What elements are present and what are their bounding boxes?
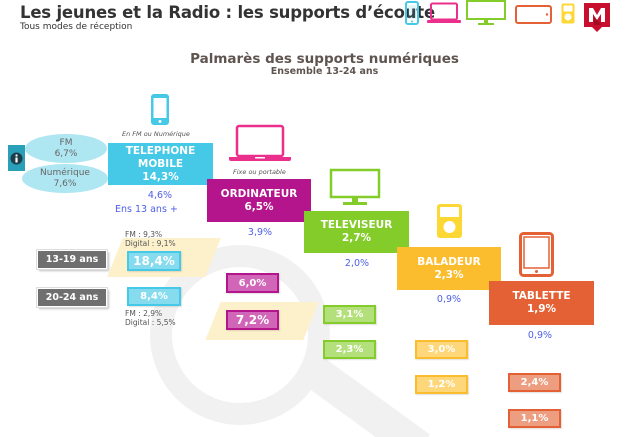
baladeur-box: BALADEUR 2,3% <box>397 247 501 290</box>
chart-subtitle: Ensemble 13-24 ans <box>270 66 379 77</box>
ordinateur-13-19-value: 6,0% <box>226 273 279 293</box>
tablette-ens13-value: 0,9% <box>527 330 553 341</box>
ordinateur-label: ORDINATEUR <box>220 187 298 200</box>
baladeur-label: BALADEUR <box>417 255 481 268</box>
magnifier-handle-shape <box>305 358 431 437</box>
ordinateur-ens13-value: 3,9% <box>247 227 273 238</box>
smartphone-icon <box>151 94 169 125</box>
fm-oval: FM 6,7% <box>25 134 107 163</box>
telephone-1319-fm: FM : 9,3% <box>125 230 163 239</box>
tablet-icon <box>519 232 554 277</box>
telephone-mobile-box: TELEPHONE MOBILE 14,3% <box>108 143 213 185</box>
age-group-13-19: 13-19 ans <box>36 249 108 270</box>
ordinateur-value: 6,5% <box>244 200 274 213</box>
tablette-20-24-value: 1,1% <box>508 409 561 428</box>
baladeur-20-24-value: 1,2% <box>415 375 468 394</box>
telephone-label-1: TELEPHONE <box>125 144 196 157</box>
age-group-20-24: 20-24 ans <box>36 287 108 308</box>
brand-logo-m <box>584 3 610 32</box>
telephone-2024-digital: Digital : 5,5% <box>125 318 176 327</box>
baladeur-13-19-value: 3,0% <box>415 340 468 359</box>
telephone-1319-digital: Digital : 9,1% <box>125 239 176 248</box>
telephone-value: 14,3% <box>142 170 179 183</box>
ordinateur-caption: Fixe ou portable <box>233 168 286 176</box>
tablet-landscape-icon <box>515 5 552 24</box>
monitor-icon <box>329 168 381 205</box>
telephone-label-2: MOBILE <box>137 157 184 170</box>
numerique-oval: Numérique 7,6% <box>22 164 108 193</box>
fm-label: FM <box>59 137 73 148</box>
ordinateur-box: ORDINATEUR 6,5% <box>207 179 311 222</box>
info-button[interactable] <box>8 145 25 171</box>
numerique-value: 7,6% <box>53 178 77 189</box>
ens13-label: Ens 13 ans + <box>115 204 178 215</box>
televiseur-13-19-value: 3,1% <box>323 305 376 324</box>
chart-title: Palmarès des supports numériques <box>190 51 459 67</box>
laptop-icon <box>427 2 461 23</box>
telephone-13-19-value: 18,4% <box>127 251 181 271</box>
tablette-label: TABLETTE <box>512 290 571 302</box>
monitor-icon <box>466 0 506 25</box>
page-title: Les jeunes et la Radio : les supports d’… <box>20 3 435 22</box>
ipod-icon <box>561 3 575 24</box>
ordinateur-20-24-value: 7,2% <box>226 310 279 330</box>
tablette-box: TABLETTE 1,9% <box>489 281 594 325</box>
laptop-icon <box>229 124 291 161</box>
smartphone-icon <box>405 1 419 25</box>
telephone-ens13-value: 4,6% <box>147 190 173 201</box>
tablette-value: 1,9% <box>526 303 557 315</box>
baladeur-ens13-value: 0,9% <box>436 294 462 305</box>
televiseur-label: TELEVISEUR <box>320 219 393 231</box>
fm-value: 6,7% <box>54 148 78 159</box>
tablette-13-19-value: 2,4% <box>508 373 561 392</box>
numerique-label: Numérique <box>40 167 90 178</box>
telephone-2024-fm: FM : 2,9% <box>125 309 163 318</box>
televiseur-ens13-value: 2,0% <box>344 258 370 269</box>
televiseur-value: 2,7% <box>341 232 372 244</box>
baladeur-value: 2,3% <box>434 268 464 281</box>
telephone-20-24-value: 8,4% <box>127 287 181 306</box>
televiseur-box: TELEVISEUR 2,7% <box>304 211 409 253</box>
ipod-icon <box>437 204 462 238</box>
info-icon <box>10 152 23 164</box>
page-subtitle: Tous modes de réception <box>20 22 133 32</box>
telephone-caption: En FM ou Numérique <box>122 130 190 138</box>
televiseur-20-24-value: 2,3% <box>323 340 376 359</box>
